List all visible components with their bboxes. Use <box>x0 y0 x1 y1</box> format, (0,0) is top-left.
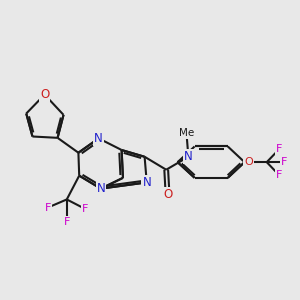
Text: O: O <box>40 88 49 101</box>
Text: O: O <box>244 157 253 167</box>
Text: N: N <box>94 132 103 145</box>
Text: F: F <box>276 170 282 180</box>
Text: F: F <box>45 202 51 213</box>
Text: F: F <box>64 217 70 227</box>
Text: F: F <box>280 157 287 167</box>
Text: Me: Me <box>179 128 194 138</box>
Text: F: F <box>81 204 88 214</box>
Text: N: N <box>142 176 151 189</box>
Text: F: F <box>276 144 282 154</box>
Text: N: N <box>96 182 105 195</box>
Text: N: N <box>184 150 193 163</box>
Text: O: O <box>163 188 172 201</box>
